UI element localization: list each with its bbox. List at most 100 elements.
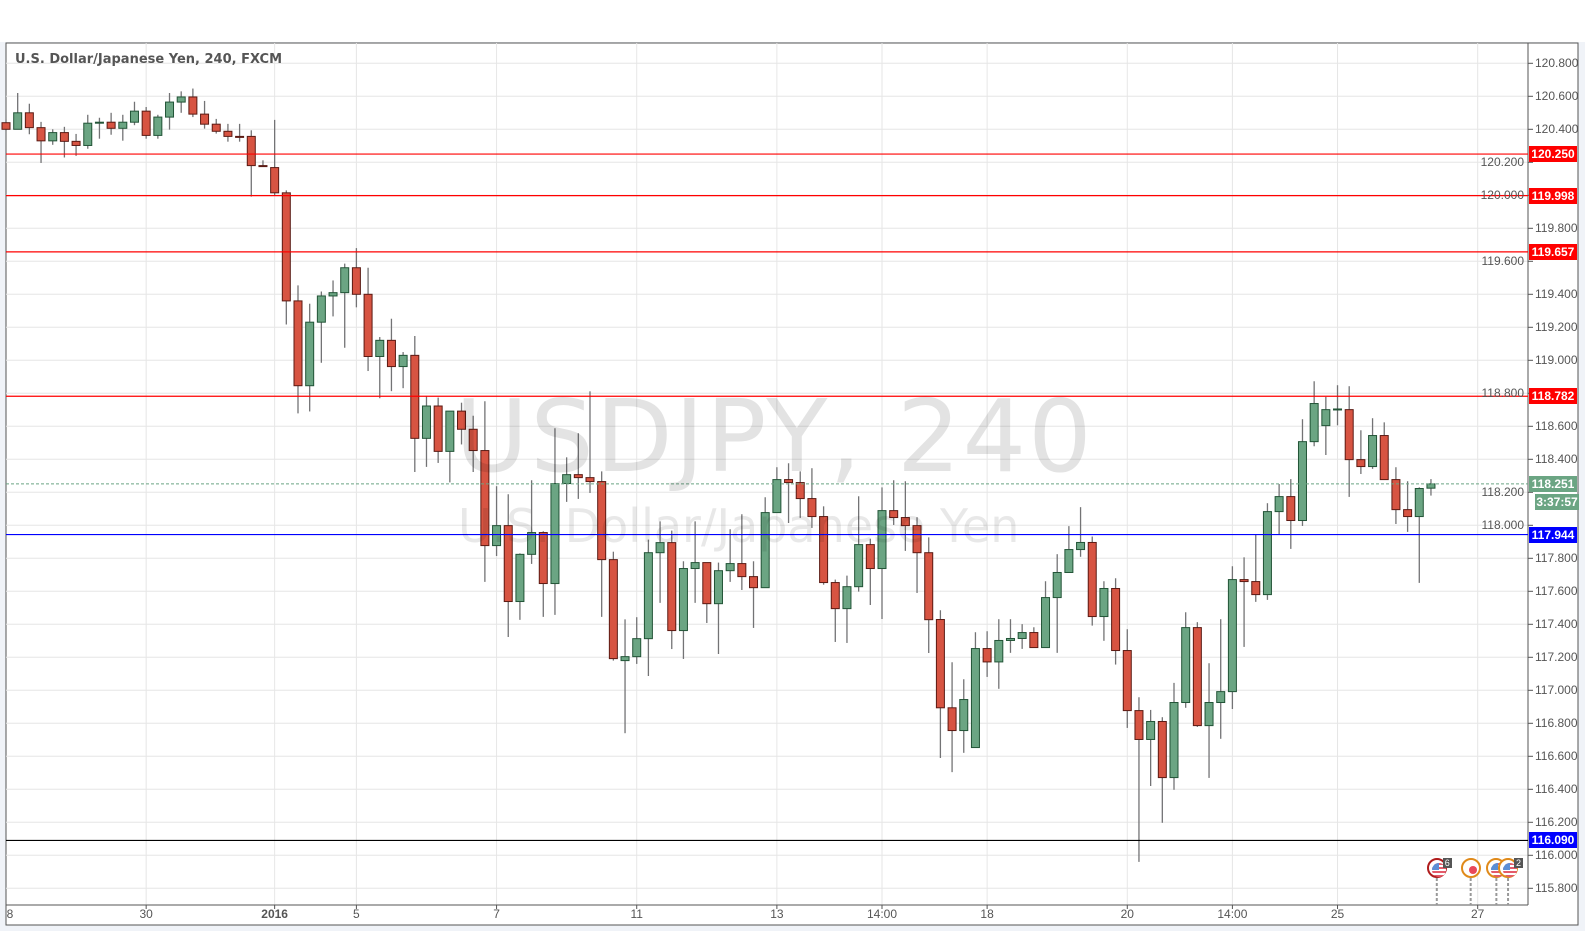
candle-up [153, 116, 163, 136]
candle-down [585, 477, 595, 483]
candle-up [1169, 702, 1179, 779]
candle-down [912, 525, 922, 554]
chart-title: U.S. Dollar/Japanese Yen, 240, FXCM [15, 52, 283, 67]
y-tick-label: 119.800 [1535, 220, 1578, 235]
candle-down [608, 559, 618, 660]
candle-up [1017, 632, 1027, 639]
candle-down [737, 563, 747, 578]
x-tick-label: 11 [630, 907, 643, 921]
candle-down [1122, 650, 1132, 712]
candle-down [351, 267, 361, 295]
y-tick-label: 116.600 [1535, 748, 1578, 763]
candle-down [1087, 541, 1097, 618]
candle-up [1041, 597, 1051, 649]
y-tick-label: 120.400 [1535, 121, 1579, 136]
candle-down [819, 516, 829, 584]
y-tick-label: 119.400 [1535, 286, 1578, 301]
level-price-label: 117.944 [1529, 526, 1577, 543]
x-tick-label: 13 [770, 907, 784, 921]
candle-down [667, 542, 677, 632]
candle-down [200, 113, 210, 125]
current-price-label: 118.251 [1529, 475, 1577, 492]
top-bar [0, 0, 1585, 42]
candle-down [386, 339, 396, 368]
candle-up [1333, 408, 1343, 411]
us-flag-icon [1503, 863, 1518, 877]
economic-event-marker[interactable] [1460, 858, 1481, 878]
x-tick-label: 5 [353, 907, 360, 921]
y-tick-label: 118.400 [1535, 451, 1578, 466]
candle-down [1239, 579, 1249, 583]
candle-up [1309, 403, 1319, 443]
x-tick-label: 14:00 [866, 907, 898, 921]
y-tick-label: 116.200 [1535, 814, 1578, 829]
candle-up [305, 321, 315, 387]
candle-down [1029, 632, 1039, 649]
candle-up [48, 132, 58, 142]
event-count-badge: 2 [1514, 858, 1524, 868]
level-price-label: 116.090 [1529, 832, 1577, 849]
candle-down [188, 96, 198, 115]
candle-down [889, 510, 899, 519]
y-tick-label: 118.000 [1481, 517, 1525, 532]
candle-up [690, 562, 700, 570]
candle-down [1286, 496, 1296, 522]
candle-up [1052, 571, 1062, 599]
us-flag-icon [1431, 863, 1446, 877]
candle-down [1379, 435, 1389, 481]
candle-up [655, 542, 665, 554]
economic-event-marker[interactable]: 6 [1426, 858, 1452, 878]
candle-up [713, 570, 723, 605]
candle-down [935, 619, 945, 709]
candle-down [982, 648, 992, 663]
candle-up [445, 410, 455, 452]
candle-down [363, 293, 373, 358]
x-tick-label: 8 [6, 907, 14, 921]
y-tick-label: 117.400 [1535, 616, 1578, 631]
candle-up [176, 96, 186, 103]
candle-up [1076, 541, 1086, 551]
candle-up [421, 405, 431, 439]
candle-up [994, 639, 1004, 663]
candle-up [375, 339, 385, 358]
y-tick-label: 116.800 [1535, 715, 1578, 730]
x-tick-label: 25 [1330, 907, 1345, 921]
candle-up [398, 354, 408, 368]
candle-up [118, 121, 128, 129]
candle-down [457, 410, 467, 430]
candle-up [842, 586, 852, 610]
level-price-label: 119.998 [1529, 187, 1577, 204]
candle-up [1216, 691, 1226, 704]
level-price-label: 118.782 [1529, 388, 1577, 405]
candle-up [959, 699, 969, 732]
candle-up [1414, 488, 1424, 518]
candle-down [1344, 409, 1354, 461]
candle-down [211, 123, 221, 132]
y-tick-label: 119.200 [1535, 319, 1578, 334]
y-tick-label: 116.400 [1535, 781, 1578, 796]
candle-down [538, 532, 548, 585]
candle-up [492, 525, 502, 547]
candle-down [807, 498, 817, 518]
candle-up [725, 563, 735, 572]
candle-up [13, 112, 23, 130]
candle-up [94, 121, 104, 124]
candle-down [1356, 459, 1366, 468]
candle-down [36, 127, 46, 142]
candle-up [632, 638, 642, 658]
candle-up [83, 122, 93, 146]
economic-event-marker[interactable]: 2 [1498, 858, 1524, 878]
x-tick-label: 7 [493, 907, 500, 921]
candle-down [281, 192, 291, 302]
y-tick-label: 117.200 [1535, 649, 1578, 664]
candle-down [795, 482, 805, 500]
candle-down [749, 576, 759, 589]
y-tick-label: 117.000 [1535, 682, 1578, 697]
candle-up [165, 101, 175, 118]
candle-down [141, 110, 151, 136]
candle-down [702, 562, 712, 605]
candle-up [1321, 409, 1331, 427]
y-tick-label: 116.000 [1535, 847, 1578, 862]
x-tick-label: 2016 [261, 907, 288, 921]
